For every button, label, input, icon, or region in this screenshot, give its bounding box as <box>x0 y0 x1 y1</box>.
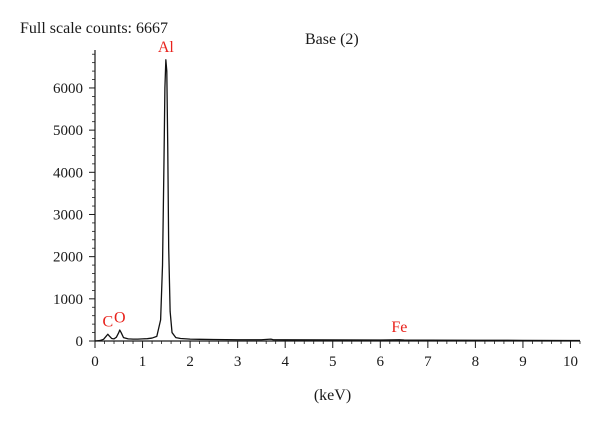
axes: 0 1000 2000 3000 4000 5000 6000 0 1 2 3 4 5 6 7 8 9 10 <box>53 50 581 370</box>
full-scale-counts-label: Full scale counts: 6667 <box>20 20 168 37</box>
peak-label-c: C <box>103 314 114 331</box>
y-tick-label: 0 <box>76 334 84 350</box>
x-tick-label: 7 <box>424 354 432 370</box>
x-tick-label: 3 <box>234 354 242 370</box>
spectrum-line <box>94 59 581 342</box>
x-tick-label: 0 <box>91 354 99 370</box>
peak-label-al: Al <box>158 39 175 56</box>
y-tick-label: 5000 <box>53 123 83 139</box>
peak-label-o: O <box>114 309 126 326</box>
series-layer <box>94 59 581 342</box>
peak-labels: C O Al Fe <box>103 39 408 336</box>
x-tick-label: 10 <box>563 354 578 370</box>
peak-label-fe: Fe <box>391 319 407 336</box>
x-axis-title: (keV) <box>314 387 351 404</box>
x-tick-label: 9 <box>519 354 527 370</box>
y-tick-label: 6000 <box>53 81 83 97</box>
x-tick-label: 8 <box>472 354 480 370</box>
y-tick-label: 2000 <box>53 250 83 266</box>
y-tick-label: 3000 <box>53 207 83 223</box>
y-tick-label: 4000 <box>53 165 83 181</box>
x-tick-label: 5 <box>329 354 337 370</box>
y-tick-label: 1000 <box>53 292 83 308</box>
x-tick-label: 4 <box>281 354 289 370</box>
x-tick-label: 6 <box>377 354 385 370</box>
x-tick-label: 2 <box>186 354 194 370</box>
x-tick-label: 1 <box>139 354 147 370</box>
spectrum-title: Base (2) <box>305 31 359 48</box>
